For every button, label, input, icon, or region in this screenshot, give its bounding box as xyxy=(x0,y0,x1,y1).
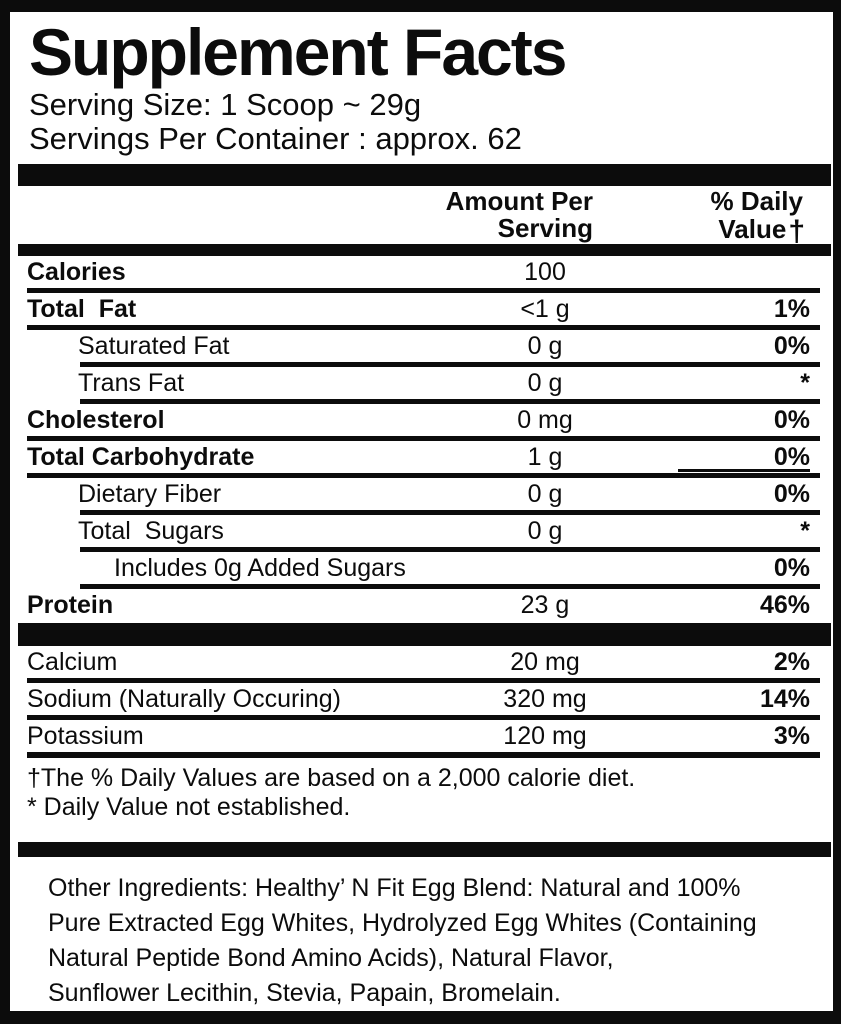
nutrient-row: Total Fat <1 g 1% xyxy=(10,293,833,325)
footnote-not-established: * Daily Value not established. xyxy=(27,793,351,821)
nutrient-amount: <1 g xyxy=(520,295,570,323)
dagger-symbol: † xyxy=(788,215,805,248)
nutrient-amount: 0 g xyxy=(527,332,563,360)
row-separator xyxy=(27,288,820,293)
nutrient-name: Sodium (Naturally Occuring) xyxy=(27,685,341,713)
section-bar-macro-mineral xyxy=(18,623,831,646)
nutrient-row: Saturated Fat 0 g 0% xyxy=(10,330,833,362)
nutrient-amount: 1 g xyxy=(527,443,563,471)
nutrient-amount: 20 mg xyxy=(510,648,580,676)
row-separator xyxy=(27,325,820,330)
section-bar-ingredients xyxy=(18,842,831,857)
section-bar-top xyxy=(18,164,831,186)
row-separator xyxy=(80,399,820,404)
other-ingredients-line: Natural Peptide Bond Amino Acids), Natur… xyxy=(48,944,614,972)
daily-value-header: % Daily Value† xyxy=(710,186,806,248)
row-separator xyxy=(80,547,820,552)
nutrient-row: Total Carbohydrate 1 g 0% xyxy=(10,441,833,473)
nutrient-daily-value: 0% xyxy=(773,480,810,508)
nutrient-amount: 120 mg xyxy=(503,722,587,750)
nutrient-amount: 0 mg xyxy=(517,406,573,434)
nutrient-name: Total Sugars xyxy=(78,517,224,545)
nutrient-name: Cholesterol xyxy=(27,406,165,434)
nutrient-daily-value: 46% xyxy=(759,591,810,619)
serving-info: Serving Size: 1 Scoop ~ 29g Servings Per… xyxy=(29,88,833,156)
nutrient-amount: 100 xyxy=(524,258,566,286)
nutrient-row: Total Sugars 0 g * xyxy=(10,515,833,547)
nutrient-row: Calories 100 xyxy=(10,256,833,288)
label-title: Supplement Facts xyxy=(29,15,567,89)
label-panel: Supplement Facts Serving Size: 1 Scoop ~… xyxy=(10,12,833,1011)
nutrient-amount: 23 g xyxy=(520,591,570,619)
nutrient-name: Includes 0g Added Sugars xyxy=(114,554,406,582)
nutrient-name: Calcium xyxy=(27,648,118,676)
row-separator xyxy=(27,473,820,478)
mineral-rows: Calcium 20 mg 2% Sodium (Naturally Occuring… xyxy=(10,646,833,758)
serving-size: Serving Size: 1 Scoop ~ 29g xyxy=(29,87,422,122)
nutrient-daily-value: 2% xyxy=(773,648,810,676)
nutrient-amount: 0 g xyxy=(527,480,563,508)
other-ingredients-line: Pure Extracted Egg Whites, Hydrolyzed Eg… xyxy=(48,909,757,937)
nutrient-name: Trans Fat xyxy=(78,369,185,397)
nutrient-amount: 320 mg xyxy=(503,685,587,713)
nutrient-row: Potassium 120 mg 3% xyxy=(10,720,833,752)
nutrient-row: Trans Fat 0 g * xyxy=(10,367,833,399)
nutrient-name: Saturated Fat xyxy=(78,332,230,360)
nutrient-amount: 0 g xyxy=(527,517,563,545)
other-ingredients-line: Other Ingredients: Healthy’ N Fit Egg Bl… xyxy=(48,874,741,902)
amount-per-serving-header: Amount Per Serving xyxy=(445,186,593,243)
nutrient-name: Potassium xyxy=(27,722,144,750)
nutrient-row: Dietary Fiber 0 g 0% xyxy=(10,478,833,510)
section-bar-header-bottom xyxy=(18,244,831,256)
nutrient-daily-value: 0% xyxy=(773,554,810,582)
nutrient-daily-value: 0% xyxy=(678,441,810,472)
nutrient-name: Dietary Fiber xyxy=(78,480,222,508)
row-separator xyxy=(27,715,820,720)
other-ingredients-line: Sunflower Lecithin, Stevia, Papain, Brom… xyxy=(48,979,561,1007)
nutrient-row: Cholesterol 0 mg 0% xyxy=(10,404,833,436)
nutrient-rows: Calories 100 Total Fat <1 g 1% Saturated Fat 0… xyxy=(10,256,833,621)
nutrient-name: Protein xyxy=(27,591,114,619)
servings-per-container: Servings Per Container : approx. 62 xyxy=(29,121,522,156)
nutrient-amount: 0 g xyxy=(527,369,563,397)
nutrient-row: Protein 23 g 46% xyxy=(10,589,833,621)
nutrient-row: Includes 0g Added Sugars 0% xyxy=(10,552,833,584)
nutrient-row: Sodium (Naturally Occuring) 320 mg 14% xyxy=(10,683,833,715)
footnotes: †The % Daily Values are based on a 2,000… xyxy=(27,764,803,822)
other-ingredients: Other Ingredients: Healthy’ N Fit Egg Bl… xyxy=(48,871,803,1011)
nutrient-daily-value: * xyxy=(800,517,810,545)
nutrient-name: Total Fat xyxy=(27,295,137,323)
row-separator xyxy=(80,584,820,589)
nutrient-row: Calcium 20 mg 2% xyxy=(10,646,833,678)
nutrient-daily-value: 0% xyxy=(773,332,810,360)
row-separator xyxy=(80,510,820,515)
row-separator xyxy=(27,752,820,758)
nutrient-daily-value: 0% xyxy=(773,406,810,434)
footnote-daily-values: †The % Daily Values are based on a 2,000… xyxy=(27,764,636,792)
nutrient-name: Calories xyxy=(27,258,126,286)
nutrient-name: Total Carbohydrate xyxy=(27,443,255,471)
nutrient-daily-value: * xyxy=(800,369,810,397)
table-header: Amount Per Serving % Daily Value† xyxy=(10,186,833,248)
row-separator xyxy=(80,362,820,367)
nutrient-daily-value: 14% xyxy=(759,685,810,713)
nutrient-daily-value: 3% xyxy=(773,722,810,750)
row-separator xyxy=(27,678,820,683)
row-separator xyxy=(27,436,820,441)
nutrient-daily-value: 1% xyxy=(773,295,810,323)
